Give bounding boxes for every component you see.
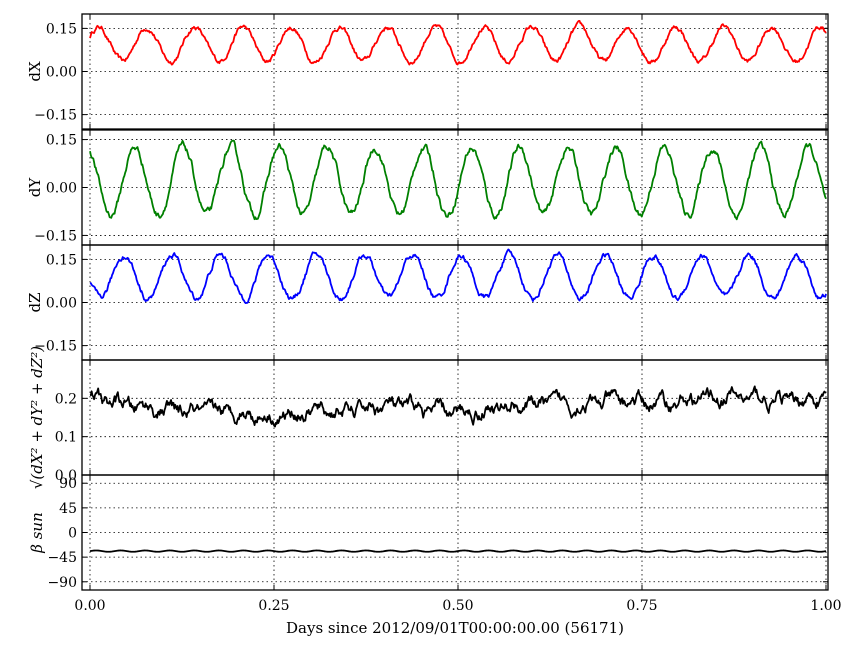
panels-layer: 0.150.00−0.15dX0.150.00−0.15dY0.150.00−0… — [26, 13, 842, 614]
ytick-label-beta-2: 0 — [68, 526, 77, 542]
series-line-dx — [89, 20, 827, 66]
ytick-label-beta-1: 45 — [59, 501, 77, 517]
panel-frame-dy — [81, 129, 829, 246]
ytick-label-dy-2: −0.15 — [34, 228, 77, 244]
ytick-label-dx-2: −0.15 — [34, 108, 77, 124]
x-axis-label: Days since 2012/09/01T00:00:00.00 (56171… — [286, 619, 624, 637]
y-axis-label-dz: dZ — [26, 292, 44, 312]
xtick-label-3: 0.75 — [626, 598, 657, 614]
panel-frame-norm — [81, 359, 829, 476]
panel-dy: 0.15 0.00 −0.15 dY — [26, 129, 829, 246]
series-line-dz — [89, 248, 827, 305]
ytick-label-norm-0: 0.2 — [55, 391, 77, 407]
series-line-norm — [89, 385, 827, 428]
xtick-label-1: 0.25 — [258, 598, 289, 614]
ytick-label-dz-1: 0.00 — [46, 296, 77, 312]
panel-frame-dz — [81, 244, 829, 361]
ytick-label-dx-1: 0.00 — [46, 65, 77, 81]
ytick-label-beta-0: 90 — [59, 476, 77, 492]
ytick-label-dz-0: 0.15 — [46, 252, 77, 268]
ytick-label-dz-2: −0.15 — [34, 339, 77, 355]
series-line-dy — [89, 139, 827, 221]
ytick-label-dy-0: 0.15 — [46, 133, 77, 149]
y-axis-label-norm: √(dX² + dY² + dZ²) — [28, 346, 46, 489]
ytick-label-beta-3: −45 — [47, 550, 77, 566]
panel-norm: 0.2 0.1 0.0 √(dX² + dY² + dZ²) — [28, 346, 829, 489]
ytick-label-dx-0: 0.15 — [46, 21, 77, 37]
ytick-label-norm-2: 0.0 — [55, 468, 77, 484]
panel-dx: 0.15 0.00 −0.15 dX — [26, 13, 829, 130]
panel-dz: 0.15 0.00 −0.15 dZ — [26, 244, 829, 361]
ytick-label-dy-1: 0.00 — [46, 181, 77, 197]
series-line-beta — [89, 549, 827, 553]
panel-frame-dx — [81, 13, 829, 130]
y-axis-label-dx: dX — [26, 61, 44, 82]
y-axis-label-dy: dY — [26, 177, 44, 198]
xtick-label-2: 0.50 — [442, 598, 473, 614]
xtick-label-0: 0.00 — [74, 598, 105, 614]
ytick-label-beta-4: −90 — [47, 575, 77, 591]
y-axis-label-beta: β sun — [28, 512, 46, 553]
ytick-label-norm-1: 0.1 — [55, 430, 77, 446]
panel-frame-beta — [81, 474, 829, 591]
xtick-label-4: 1.00 — [810, 598, 841, 614]
panel-beta: 90 45 0 −45 −90 β sun — [28, 474, 829, 591]
